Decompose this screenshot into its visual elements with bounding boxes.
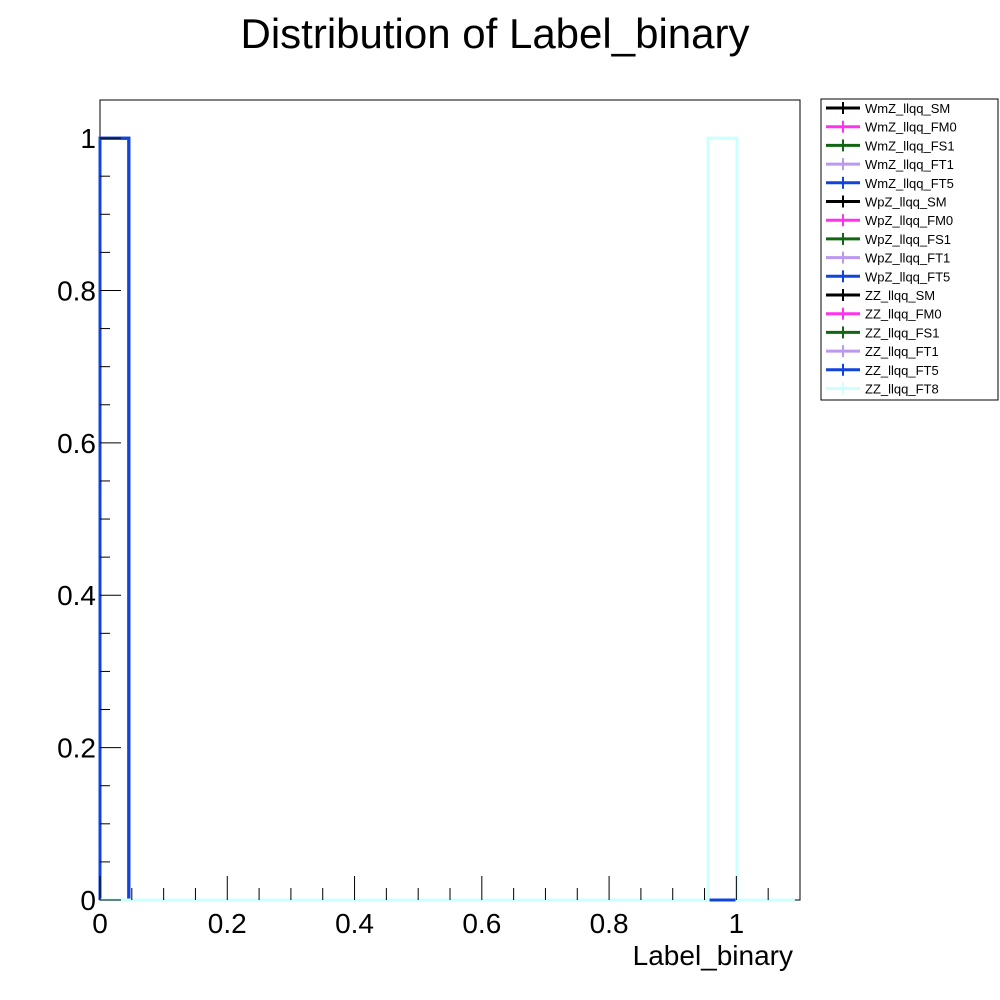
legend: WmZ_llqq_SM WmZ_llqq_FM0 WmZ_llqq_FS1 WmZ_l…	[820, 98, 999, 401]
legend-label: WmZ_llqq_SM	[865, 101, 950, 116]
legend-entry: WmZ_llqq_FT1	[826, 157, 954, 172]
histogram-series-ZZ_llqq_SM	[98, 136, 795, 902]
legend-entry: WpZ_llqq_FM0	[826, 213, 953, 228]
y-tick-label: 0.2	[57, 733, 96, 764]
legend-entry: ZZ_llqq_FT8	[826, 382, 939, 397]
legend-label: WpZ_llqq_FS1	[865, 232, 951, 247]
x-tick-label: 0.2	[208, 908, 247, 939]
x-tick-label: 0.8	[590, 908, 629, 939]
x-tick-label: 1	[729, 908, 745, 939]
legend-label: WpZ_llqq_SM	[865, 195, 947, 210]
y-axis: 0 0.2 0.4 0.6 0.8 1	[57, 99, 121, 916]
legend-label: WpZ_llqq_FT1	[865, 251, 950, 266]
legend-entry: WpZ_llqq_SM	[826, 195, 947, 210]
x-tick-label: 0.4	[335, 908, 374, 939]
y-tick-label: 1	[80, 123, 96, 154]
legend-label: ZZ_llqq_FT1	[865, 344, 939, 359]
histogram-series-WmZ_llqq_FS1	[98, 136, 795, 902]
histogram-series-WpZ_llqq_FT5	[98, 136, 795, 902]
legend-label: ZZ_llqq_FT8	[865, 382, 939, 397]
chart-title: Distribution of Label_binary	[241, 10, 750, 57]
histogram-series-WpZ_llqq_SM	[98, 136, 795, 902]
histogram-bars	[98, 136, 795, 902]
legend-entry: WmZ_llqq_FS1	[826, 138, 955, 153]
y-tick-label: 0.4	[57, 580, 96, 611]
legend-label: WpZ_llqq_FM0	[865, 213, 953, 228]
histogram-series-WmZ_llqq_FT1	[98, 136, 795, 902]
y-tick-label: 0	[80, 885, 96, 916]
legend-entry: WmZ_llqq_FT5	[826, 176, 954, 191]
legend-entry: ZZ_llqq_FM0	[826, 307, 942, 322]
legend-entry: ZZ_llqq_FS1	[826, 325, 939, 340]
legend-entry: ZZ_llqq_FT1	[826, 344, 939, 359]
legend-entry: WpZ_llqq_FT1	[826, 251, 950, 266]
histogram-series-WpZ_llqq_FT1	[98, 136, 795, 902]
x-axis: 0 0.2 0.4 0.6 0.8 1	[92, 876, 801, 939]
histogram-series-ZZ_llqq_FT5	[98, 136, 795, 902]
histogram-series-WmZ_llqq_FT5	[98, 136, 795, 902]
legend-entry: WpZ_llqq_FT5	[826, 269, 950, 284]
legend-label: ZZ_llqq_SM	[865, 288, 935, 303]
x-tick-label: 0	[92, 908, 108, 939]
legend-label: WmZ_llqq_FS1	[865, 138, 955, 153]
legend-label: WpZ_llqq_FT5	[865, 269, 950, 284]
histogram-series-WmZ_llqq_FM0	[98, 136, 795, 902]
legend-entry: ZZ_llqq_SM	[826, 288, 935, 303]
histogram-series-WpZ_llqq_FS1	[98, 136, 795, 902]
legend-label: WmZ_llqq_FM0	[865, 120, 957, 135]
y-tick-label: 0.8	[57, 275, 96, 306]
histogram-series-ZZ_llqq_FS1	[98, 136, 795, 902]
legend-label: WmZ_llqq_FT5	[865, 176, 954, 191]
x-axis-label: Label_binary	[633, 940, 793, 971]
legend-label: ZZ_llqq_FT5	[865, 363, 939, 378]
histogram-series-ZZ_llqq_FT8	[100, 136, 795, 902]
legend-label: ZZ_llqq_FS1	[865, 325, 939, 340]
x-tick-label: 0.6	[462, 908, 501, 939]
legend-entry: WmZ_llqq_FM0	[826, 120, 957, 135]
histogram-series-WmZ_llqq_SM	[98, 136, 795, 902]
histogram-series-WpZ_llqq_FM0	[98, 136, 795, 902]
legend-label: ZZ_llqq_FM0	[865, 307, 942, 322]
y-tick-label: 0.6	[57, 428, 96, 459]
histogram-series-ZZ_llqq_FT1	[98, 136, 795, 902]
legend-entry: ZZ_llqq_FT5	[826, 363, 939, 378]
histogram-series-ZZ_llqq_FM0	[98, 136, 795, 902]
plot-frame	[99, 99, 801, 901]
legend-entry: WpZ_llqq_FS1	[826, 232, 951, 247]
legend-label: WmZ_llqq_FT1	[865, 157, 954, 172]
legend-entry: WmZ_llqq_SM	[826, 101, 950, 116]
